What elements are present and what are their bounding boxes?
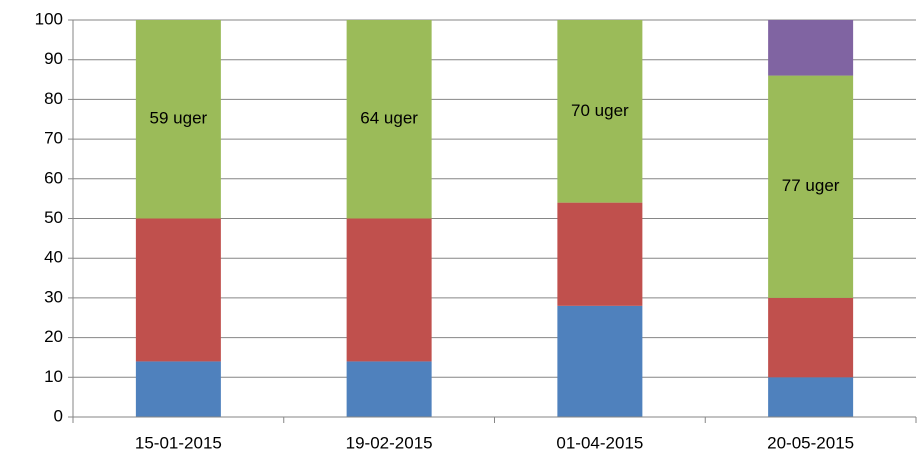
y-tick-label: 80 (44, 89, 63, 108)
y-tick-label: 70 (44, 129, 63, 148)
bar-segment (346, 218, 432, 362)
y-tick-label: 40 (44, 248, 63, 267)
bar-segment (135, 20, 221, 219)
bar-segment (768, 20, 854, 76)
bar-segment (557, 20, 643, 203)
y-tick-label: 60 (44, 168, 63, 187)
segment-label: 59 uger (150, 109, 208, 128)
y-tick-label: 20 (44, 327, 63, 346)
bar-segment (768, 377, 854, 417)
y-tick-label: 100 (35, 9, 63, 28)
x-tick-label: 01-04-2015 (556, 433, 643, 452)
x-tick-label: 19-02-2015 (346, 433, 433, 452)
segment-label: 70 uger (571, 101, 629, 120)
bar-segment (768, 75, 854, 298)
y-tick-label: 50 (44, 208, 63, 227)
bar-segment (557, 202, 643, 306)
x-tick-label: 20-05-2015 (767, 433, 854, 452)
bar-segment (346, 20, 432, 219)
segment-label: 77 uger (782, 176, 840, 195)
y-tick-label: 90 (44, 49, 63, 68)
bar-segment (135, 361, 221, 417)
y-tick-label: 30 (44, 287, 63, 306)
x-tick-label: 15-01-2015 (135, 433, 222, 452)
y-tick-label: 10 (44, 367, 63, 386)
bar-segment (135, 218, 221, 362)
y-tick-label: 0 (54, 406, 63, 425)
segment-label: 64 uger (360, 109, 418, 128)
bar-segment (768, 297, 854, 378)
bar-segment (346, 361, 432, 417)
bar-segment (557, 305, 643, 417)
